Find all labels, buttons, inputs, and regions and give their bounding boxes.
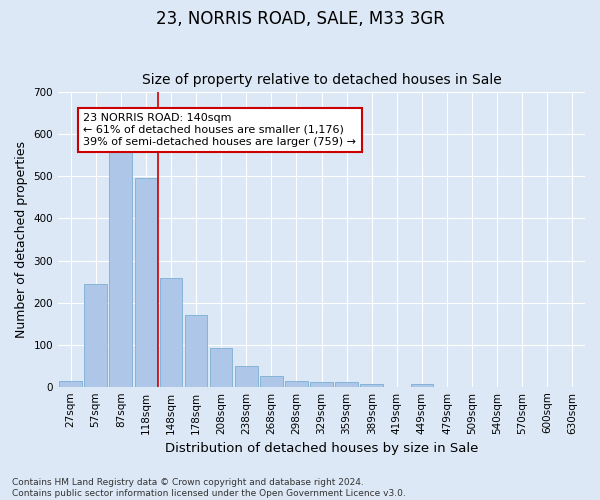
Bar: [260, 376, 283, 386]
Bar: [235, 366, 257, 386]
Bar: [335, 382, 358, 386]
Bar: [210, 348, 232, 387]
Bar: [410, 384, 433, 386]
Text: 23, NORRIS ROAD, SALE, M33 3GR: 23, NORRIS ROAD, SALE, M33 3GR: [155, 10, 445, 28]
X-axis label: Distribution of detached houses by size in Sale: Distribution of detached houses by size …: [165, 442, 478, 455]
Y-axis label: Number of detached properties: Number of detached properties: [15, 141, 28, 338]
Bar: [59, 381, 82, 386]
Bar: [109, 144, 132, 386]
Bar: [361, 384, 383, 386]
Title: Size of property relative to detached houses in Sale: Size of property relative to detached ho…: [142, 73, 502, 87]
Text: Contains HM Land Registry data © Crown copyright and database right 2024.
Contai: Contains HM Land Registry data © Crown c…: [12, 478, 406, 498]
Bar: [285, 381, 308, 386]
Text: 23 NORRIS ROAD: 140sqm
← 61% of detached houses are smaller (1,176)
39% of semi-: 23 NORRIS ROAD: 140sqm ← 61% of detached…: [83, 114, 356, 146]
Bar: [310, 382, 333, 386]
Bar: [134, 178, 157, 386]
Bar: [160, 278, 182, 386]
Bar: [185, 315, 208, 386]
Bar: [85, 284, 107, 386]
